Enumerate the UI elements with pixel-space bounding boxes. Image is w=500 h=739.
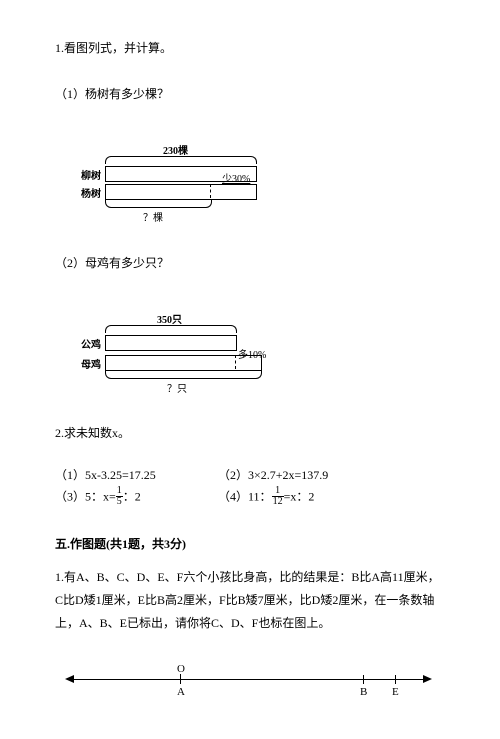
d1-bracket-bot: [105, 200, 212, 208]
eq2: （2）3×2.7+2x=137.9: [218, 466, 378, 483]
d1-unknown: ？棵: [143, 209, 163, 224]
nl-arrow-right: [423, 675, 432, 683]
eq1: （1）5x-3.25=17.25: [55, 466, 215, 483]
eq3-frac: 15: [116, 486, 123, 507]
d2-row2-label: 母鸡: [73, 356, 101, 371]
q1-title: 1.看图列式，并计算。: [55, 40, 445, 57]
d2-row1-label: 公鸡: [73, 336, 101, 351]
d2-top-value: 350只: [157, 311, 182, 326]
label-A: A: [177, 686, 185, 698]
eq-row-1: （1）5x-3.25=17.25 （2）3×2.7+2x=137.9: [55, 466, 445, 483]
d1-row2-label: 杨树: [73, 185, 101, 200]
d1-pct: 少30%: [222, 170, 250, 185]
d2-bracket-top: [105, 325, 237, 333]
d2-pct: 多10%: [238, 346, 266, 361]
d1-dash: [210, 184, 211, 198]
eq3: （3）5：x=15：2: [55, 487, 215, 508]
d2-unknown: ？只: [167, 380, 187, 395]
eq4: （4）11：112=x：2: [218, 487, 378, 508]
eq4-frac: 112: [272, 486, 284, 507]
number-line: O A B E: [65, 649, 445, 709]
label-E: E: [392, 686, 399, 698]
label-O: O: [177, 663, 185, 675]
d1-bar2: [105, 184, 257, 200]
nl-line: [73, 679, 423, 680]
d1-row1-label: 柳树: [73, 167, 101, 182]
d2-bracket-bot: [105, 371, 262, 379]
tick-O: [180, 674, 181, 684]
q1-sub2: （2）母鸡有多少只？: [55, 254, 445, 271]
d1-bracket-top: [105, 156, 257, 164]
d1-top-value: 230棵: [163, 142, 188, 157]
diagram-2: 350只 公鸡 母鸡 多10% ？只: [75, 313, 445, 393]
diagram-1: 230棵 柳树 杨树 少30% ？棵: [75, 144, 445, 222]
q1-sub1: （1）杨树有多少棵？: [55, 85, 445, 102]
tick-E: [395, 675, 396, 684]
tick-B: [363, 675, 364, 684]
eq3-post: ：2: [123, 489, 141, 503]
label-B: B: [360, 686, 367, 698]
eq-row-2: （3）5：x=15：2 （4）11：112=x：2: [55, 487, 445, 508]
section5-body: 1.有A、B、C、D、E、F六个小孩比身高，比的结果是：B比A高11厘米，C比D…: [55, 566, 445, 634]
section5-title: 五.作图题(共1题，共3分): [55, 536, 445, 553]
eq4-post: =x：2: [284, 489, 315, 503]
eq4-pre: （4）11：: [218, 489, 272, 503]
q2-title: 2.求未知数x。: [55, 425, 445, 442]
d2-dash: [235, 355, 236, 369]
d2-bar1: [105, 335, 237, 351]
eq3-pre: （3）5：x=: [55, 489, 116, 503]
